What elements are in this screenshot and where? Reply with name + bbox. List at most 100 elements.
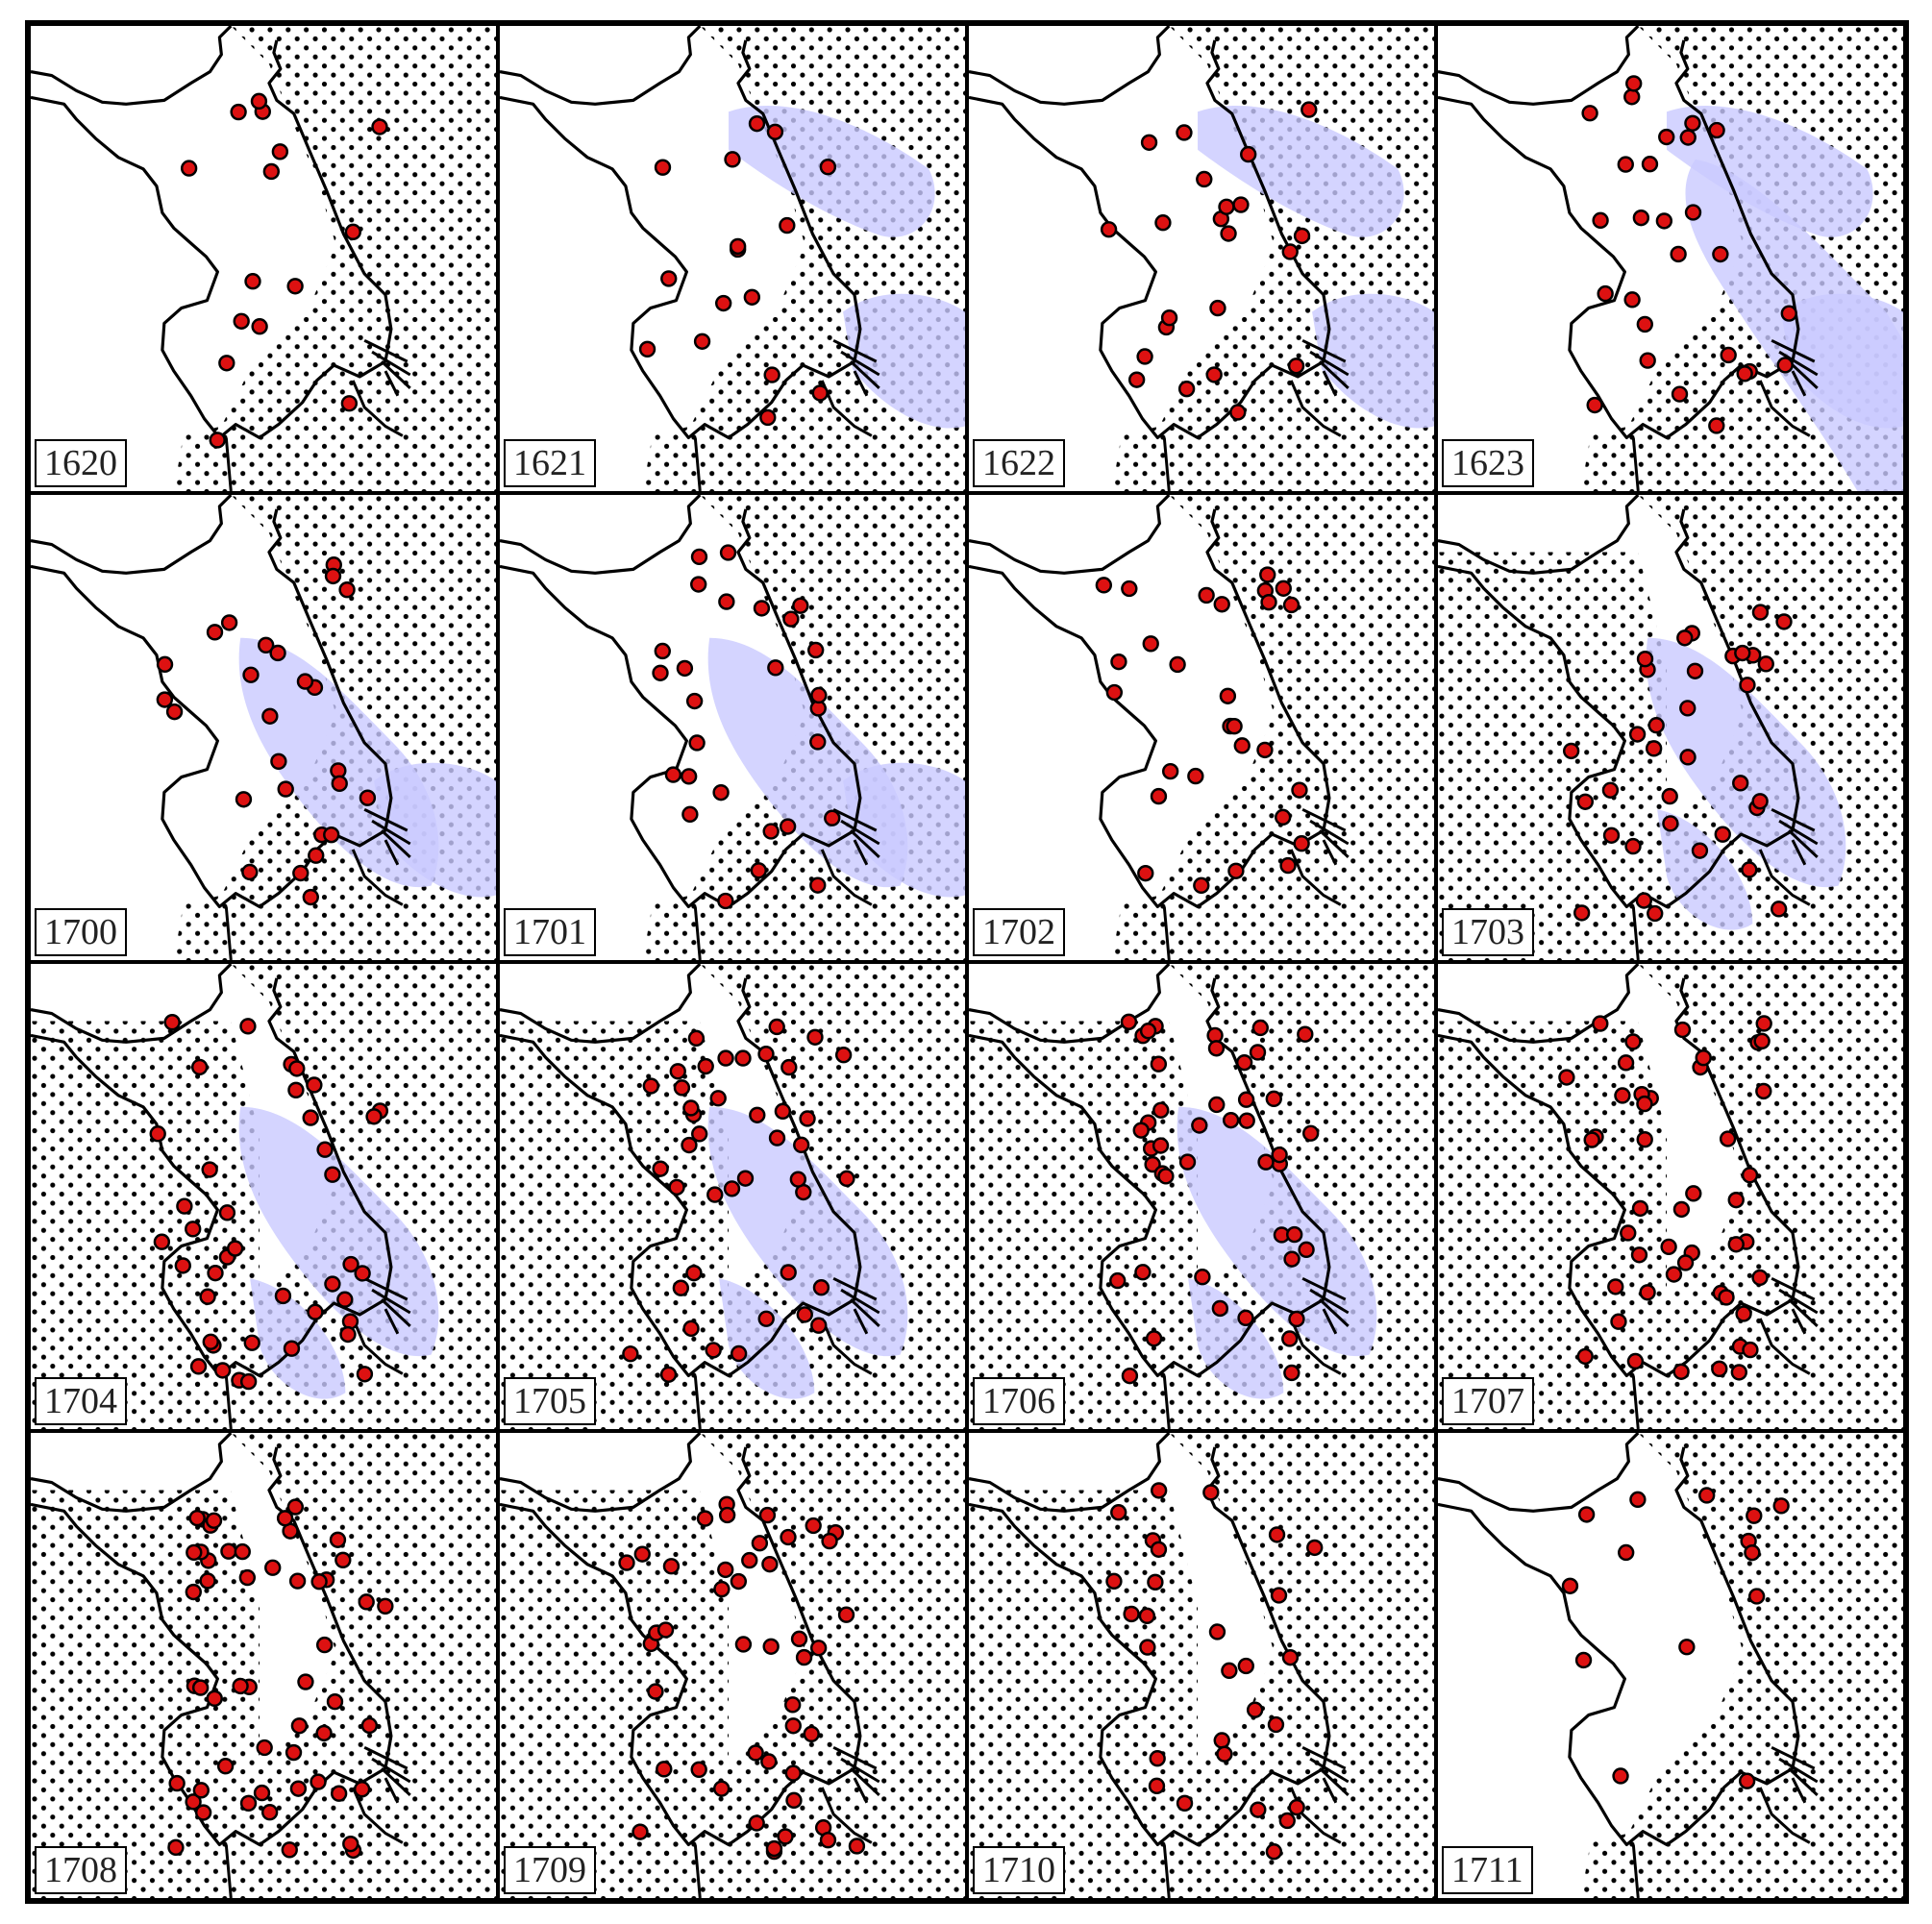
hazard-region-ne-streak bbox=[1198, 106, 1404, 237]
year-label: 1623 bbox=[1442, 439, 1534, 487]
station-marker bbox=[784, 1764, 802, 1782]
station-marker bbox=[1100, 221, 1118, 238]
station-marker bbox=[812, 1279, 830, 1296]
south-boundary bbox=[351, 380, 404, 437]
station-marker bbox=[1150, 1541, 1168, 1558]
station-marker bbox=[1617, 1054, 1635, 1072]
northwest-boundary bbox=[31, 964, 233, 1044]
station-marker bbox=[1602, 826, 1621, 844]
station-marker bbox=[324, 1275, 341, 1293]
station-marker bbox=[638, 340, 656, 358]
station-marker bbox=[749, 1106, 766, 1123]
station-marker bbox=[324, 567, 342, 585]
south-boundary bbox=[1162, 437, 1171, 491]
northwest-boundary bbox=[31, 1433, 233, 1513]
station-marker bbox=[761, 1555, 779, 1573]
station-marker bbox=[1282, 596, 1300, 614]
station-marker bbox=[1150, 787, 1168, 805]
station-marker bbox=[1142, 635, 1159, 653]
station-marker bbox=[289, 1780, 308, 1797]
station-marker bbox=[1109, 1271, 1127, 1290]
station-marker bbox=[220, 614, 238, 631]
station-marker bbox=[1676, 1254, 1695, 1271]
station-marker bbox=[176, 1197, 193, 1215]
station-marker bbox=[1755, 1082, 1772, 1100]
station-marker bbox=[354, 1265, 371, 1282]
station-marker bbox=[288, 1060, 306, 1077]
station-marker bbox=[358, 1593, 375, 1611]
station-marker bbox=[1152, 1101, 1170, 1119]
station-marker bbox=[777, 1828, 794, 1845]
station-marker bbox=[753, 600, 771, 617]
map-panel-1705: 1705 bbox=[498, 962, 967, 1431]
station-marker bbox=[262, 162, 281, 181]
station-marker bbox=[1291, 781, 1308, 799]
south-boundary bbox=[820, 1787, 873, 1844]
river-channel bbox=[363, 1276, 411, 1335]
station-marker bbox=[1191, 1117, 1208, 1134]
station-marker bbox=[281, 1841, 298, 1859]
hazard-region-se-corner bbox=[374, 762, 496, 898]
station-marker bbox=[1149, 1750, 1166, 1767]
station-marker bbox=[1283, 1364, 1300, 1382]
northwest-boundary bbox=[500, 495, 702, 575]
station-marker bbox=[242, 666, 260, 683]
station-marker bbox=[371, 118, 388, 136]
station-marker bbox=[218, 355, 235, 372]
station-marker bbox=[1233, 737, 1251, 754]
station-marker bbox=[1625, 75, 1643, 92]
station-marker bbox=[1148, 1777, 1166, 1795]
station-marker bbox=[706, 1186, 724, 1203]
station-marker bbox=[714, 294, 732, 312]
station-marker bbox=[1576, 1347, 1594, 1366]
station-marker bbox=[1751, 793, 1769, 810]
station-marker bbox=[1607, 1278, 1624, 1295]
station-marker bbox=[239, 1794, 258, 1812]
station-marker bbox=[652, 1160, 669, 1177]
station-marker bbox=[338, 581, 356, 599]
station-marker bbox=[757, 1310, 775, 1327]
station-marker bbox=[1561, 1577, 1579, 1594]
station-marker bbox=[1770, 900, 1788, 918]
station-marker bbox=[1139, 1023, 1157, 1040]
station-marker bbox=[191, 1679, 210, 1696]
station-marker bbox=[260, 1804, 279, 1821]
station-marker bbox=[329, 1531, 347, 1548]
station-marker bbox=[1237, 1091, 1255, 1108]
station-marker bbox=[1140, 134, 1158, 151]
significance-stipple-east bbox=[642, 26, 965, 491]
river-channel bbox=[1771, 807, 1819, 866]
station-marker bbox=[1193, 876, 1210, 895]
station-marker bbox=[766, 123, 784, 140]
station-marker bbox=[1647, 717, 1665, 734]
year-label: 1706 bbox=[973, 1377, 1065, 1425]
province-boundary bbox=[1438, 1446, 1800, 1847]
station-marker bbox=[780, 1058, 798, 1076]
station-marker bbox=[234, 1542, 251, 1561]
station-marker bbox=[1626, 1352, 1645, 1370]
hazard-region-se-corner bbox=[843, 293, 965, 429]
station-marker bbox=[834, 1047, 853, 1064]
station-marker bbox=[729, 237, 747, 256]
station-marker bbox=[174, 1257, 191, 1274]
map-canvas bbox=[1438, 26, 1903, 491]
station-marker bbox=[1209, 299, 1226, 317]
station-marker bbox=[1679, 749, 1697, 766]
station-marker bbox=[1708, 121, 1725, 139]
south-boundary bbox=[224, 437, 233, 491]
year-label: 1621 bbox=[504, 439, 596, 487]
south-boundary bbox=[351, 1787, 404, 1844]
northwest-boundary bbox=[1438, 26, 1640, 106]
map-panel-1620: 1620 bbox=[29, 24, 498, 493]
station-marker bbox=[1293, 835, 1310, 852]
significance-stipple-east bbox=[173, 26, 496, 491]
station-marker bbox=[824, 809, 841, 826]
station-marker bbox=[664, 766, 682, 783]
station-marker bbox=[1271, 1146, 1288, 1164]
map-grid: 1620 1621 1622 1623 1700 1701 1702 1703 1704 1705… bbox=[25, 20, 1909, 1904]
station-marker bbox=[688, 734, 706, 752]
station-marker bbox=[762, 823, 780, 840]
hazard-region-central-band bbox=[1646, 637, 1846, 888]
station-marker bbox=[1147, 1573, 1164, 1591]
station-marker bbox=[1121, 580, 1138, 598]
